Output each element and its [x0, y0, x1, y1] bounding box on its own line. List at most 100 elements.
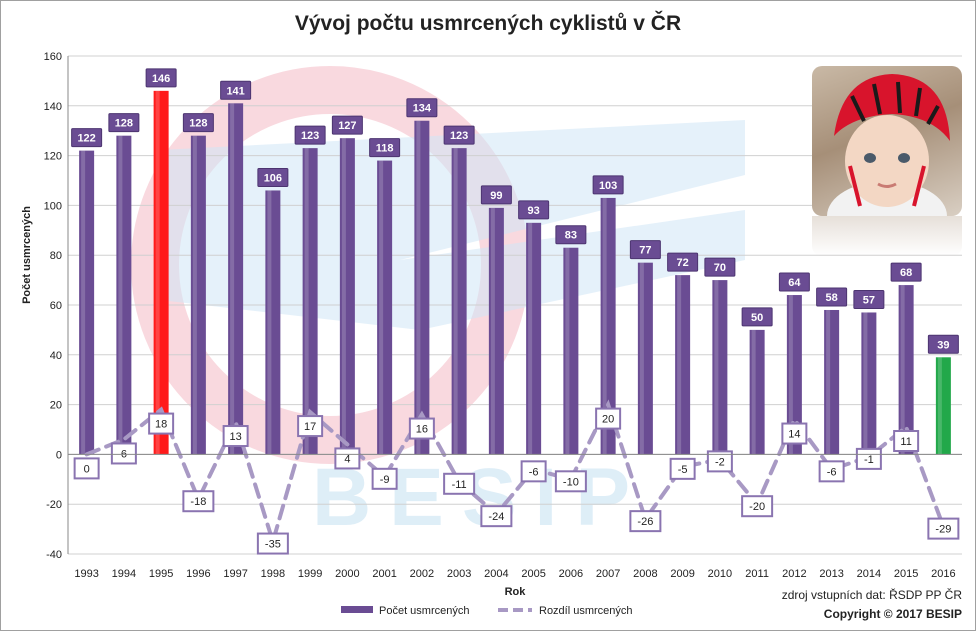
bar-value-label: 123 — [301, 130, 319, 142]
x-tick-label: 2013 — [819, 568, 843, 580]
diff-value-box — [818, 460, 845, 483]
bar-shine — [192, 135, 197, 455]
diff-value-label: 13 — [230, 431, 242, 443]
bar-shine — [528, 222, 533, 455]
bar-shine — [304, 148, 309, 455]
x-tick-label: 2010 — [708, 568, 732, 580]
diff-value-box — [927, 517, 960, 540]
bar-value-box — [71, 128, 103, 148]
bar — [600, 197, 616, 455]
x-tick-label: 2008 — [633, 568, 657, 580]
x-tick-label: 1997 — [223, 568, 247, 580]
diff-value-label: 18 — [155, 419, 167, 431]
diff-value-box — [334, 447, 361, 470]
data-labels: 1221281461281411061231271181341239993831… — [71, 68, 960, 555]
diff-value-label: 0 — [84, 463, 90, 475]
bar — [563, 247, 579, 455]
bar-value-box — [518, 200, 550, 220]
diff-value-label: -9 — [380, 474, 390, 486]
bar — [824, 309, 840, 455]
diff-value-box — [480, 505, 513, 528]
bar-value-box — [629, 240, 661, 260]
bar-value-box — [927, 334, 959, 354]
legend-swatch-bar — [341, 606, 373, 613]
bar-shine — [341, 138, 346, 455]
bar-value-label: 146 — [152, 73, 170, 85]
bar-value-box — [369, 138, 401, 158]
child-helmet-photo — [812, 66, 962, 216]
bar-shine — [453, 148, 458, 455]
diff-value-box — [629, 510, 662, 533]
y-tick-label: 20 — [50, 400, 62, 412]
bar — [116, 135, 132, 455]
diff-value-box — [371, 467, 398, 490]
diff-value-label: 11 — [900, 436, 911, 448]
bar — [526, 222, 542, 455]
diff-value-box — [148, 412, 175, 435]
bar-value-box — [778, 272, 810, 292]
bar — [79, 150, 95, 455]
bar-value-label: 68 — [900, 267, 912, 279]
diff-value-label: -2 — [715, 456, 725, 468]
x-tick-label: 2009 — [670, 568, 694, 580]
legend-label-line: Rozdíl usmrcených — [539, 605, 633, 617]
bar — [675, 275, 691, 455]
bar-value-box — [145, 68, 177, 88]
bar — [712, 280, 728, 455]
bar-value-label: 128 — [115, 118, 133, 130]
diff-value-label: 16 — [416, 424, 428, 436]
bar-value-box — [182, 113, 214, 133]
bar-value-label: 83 — [565, 230, 577, 242]
bar-shine — [900, 285, 905, 455]
bar-value-label: 77 — [639, 245, 651, 257]
diff-value-box — [110, 442, 137, 465]
diff-value-box — [408, 417, 435, 440]
diff-value-label: -29 — [935, 524, 951, 536]
bar-shine — [788, 295, 793, 455]
diff-value-label: -20 — [749, 501, 765, 513]
bar-value-box — [592, 175, 624, 195]
bar-value-label: 70 — [714, 262, 726, 274]
diff-value-box — [781, 422, 808, 445]
bar — [265, 190, 281, 455]
bar-shine — [863, 312, 868, 455]
y-tick-label: -20 — [46, 499, 62, 511]
bar-value-box — [741, 307, 773, 327]
bar-value-label: 50 — [751, 312, 763, 324]
y-tick-label: 0 — [56, 449, 62, 461]
bar-value-label: 134 — [413, 103, 432, 115]
bar-value-label: 128 — [189, 118, 207, 130]
bar-value-box — [816, 287, 848, 307]
diff-value-box — [669, 457, 696, 480]
diff-value-box — [741, 495, 774, 518]
diff-value-box — [256, 532, 289, 555]
y-tick-label: 60 — [50, 300, 62, 312]
legend: Počet usmrcených Rozdíl usmrcených — [341, 605, 633, 617]
bar-value-box — [443, 125, 475, 145]
diff-value-box — [182, 490, 215, 513]
legend-label-bar: Počet usmrcených — [379, 605, 469, 617]
bar — [749, 329, 765, 455]
bar — [153, 90, 169, 455]
diff-value-label: -6 — [827, 466, 837, 478]
x-axis-title: Rok — [505, 586, 527, 598]
diff-value-box — [443, 472, 476, 495]
diff-value-box — [520, 460, 547, 483]
copyright-note: Copyright © 2017 BESIP — [823, 607, 962, 621]
data-source-note: zdroj vstupních dat: ŘSDP PP ČR — [781, 588, 962, 602]
child-helmet-illustration — [827, 74, 950, 216]
bar-value-label: 99 — [490, 190, 502, 202]
bar-value-box — [294, 125, 326, 145]
bar — [451, 148, 467, 455]
bar-value-label: 118 — [376, 143, 394, 155]
bar-shine — [118, 135, 123, 455]
diff-value-box — [297, 415, 324, 438]
diff-value-box — [73, 457, 100, 480]
bar — [414, 120, 430, 455]
bar-shine — [416, 120, 421, 455]
x-tick-label: 1999 — [298, 568, 322, 580]
x-tick-label: 2004 — [484, 568, 508, 580]
bar-shine — [639, 262, 644, 455]
y-tick-label: 40 — [50, 350, 62, 362]
